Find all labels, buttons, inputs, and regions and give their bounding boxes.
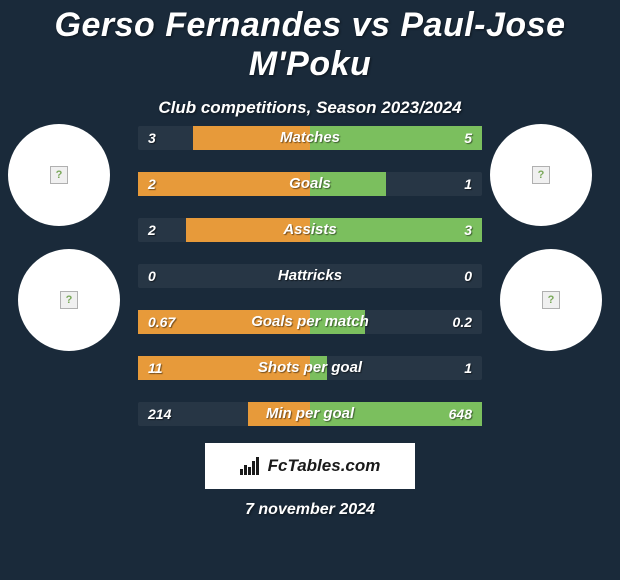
- stat-label: Min per goal: [138, 402, 482, 426]
- placeholder-icon: [542, 291, 560, 309]
- placeholder-icon: [532, 166, 550, 184]
- placeholder-icon: [60, 291, 78, 309]
- stat-label: Assists: [138, 218, 482, 242]
- stat-row: 111Shots per goal: [138, 356, 482, 380]
- stat-row: 00Hattricks: [138, 264, 482, 288]
- team1-avatar: [18, 249, 120, 351]
- stat-row: 21Goals: [138, 172, 482, 196]
- placeholder-icon: [50, 166, 68, 184]
- chart-icon: [240, 457, 262, 475]
- stat-row: 0.670.2Goals per match: [138, 310, 482, 334]
- stat-label: Hattricks: [138, 264, 482, 288]
- footer-date: 7 november 2024: [0, 501, 620, 519]
- stat-label: Matches: [138, 126, 482, 150]
- page-subtitle: Club competitions, Season 2023/2024: [0, 98, 620, 118]
- team2-avatar: [500, 249, 602, 351]
- stat-label: Shots per goal: [138, 356, 482, 380]
- stat-row: 23Assists: [138, 218, 482, 242]
- stat-label: Goals per match: [138, 310, 482, 334]
- stat-label: Goals: [138, 172, 482, 196]
- brand-logo: FcTables.com: [205, 443, 415, 489]
- stat-row: 214648Min per goal: [138, 402, 482, 426]
- stat-row: 35Matches: [138, 126, 482, 150]
- player1-avatar: [8, 124, 110, 226]
- page-title: Gerso Fernandes vs Paul-Jose M'Poku: [0, 0, 620, 84]
- player2-avatar: [490, 124, 592, 226]
- brand-text: FcTables.com: [268, 456, 381, 476]
- comparison-chart: 35Matches 21Goals 23Assists 00Hattricks 0.67…: [138, 126, 482, 448]
